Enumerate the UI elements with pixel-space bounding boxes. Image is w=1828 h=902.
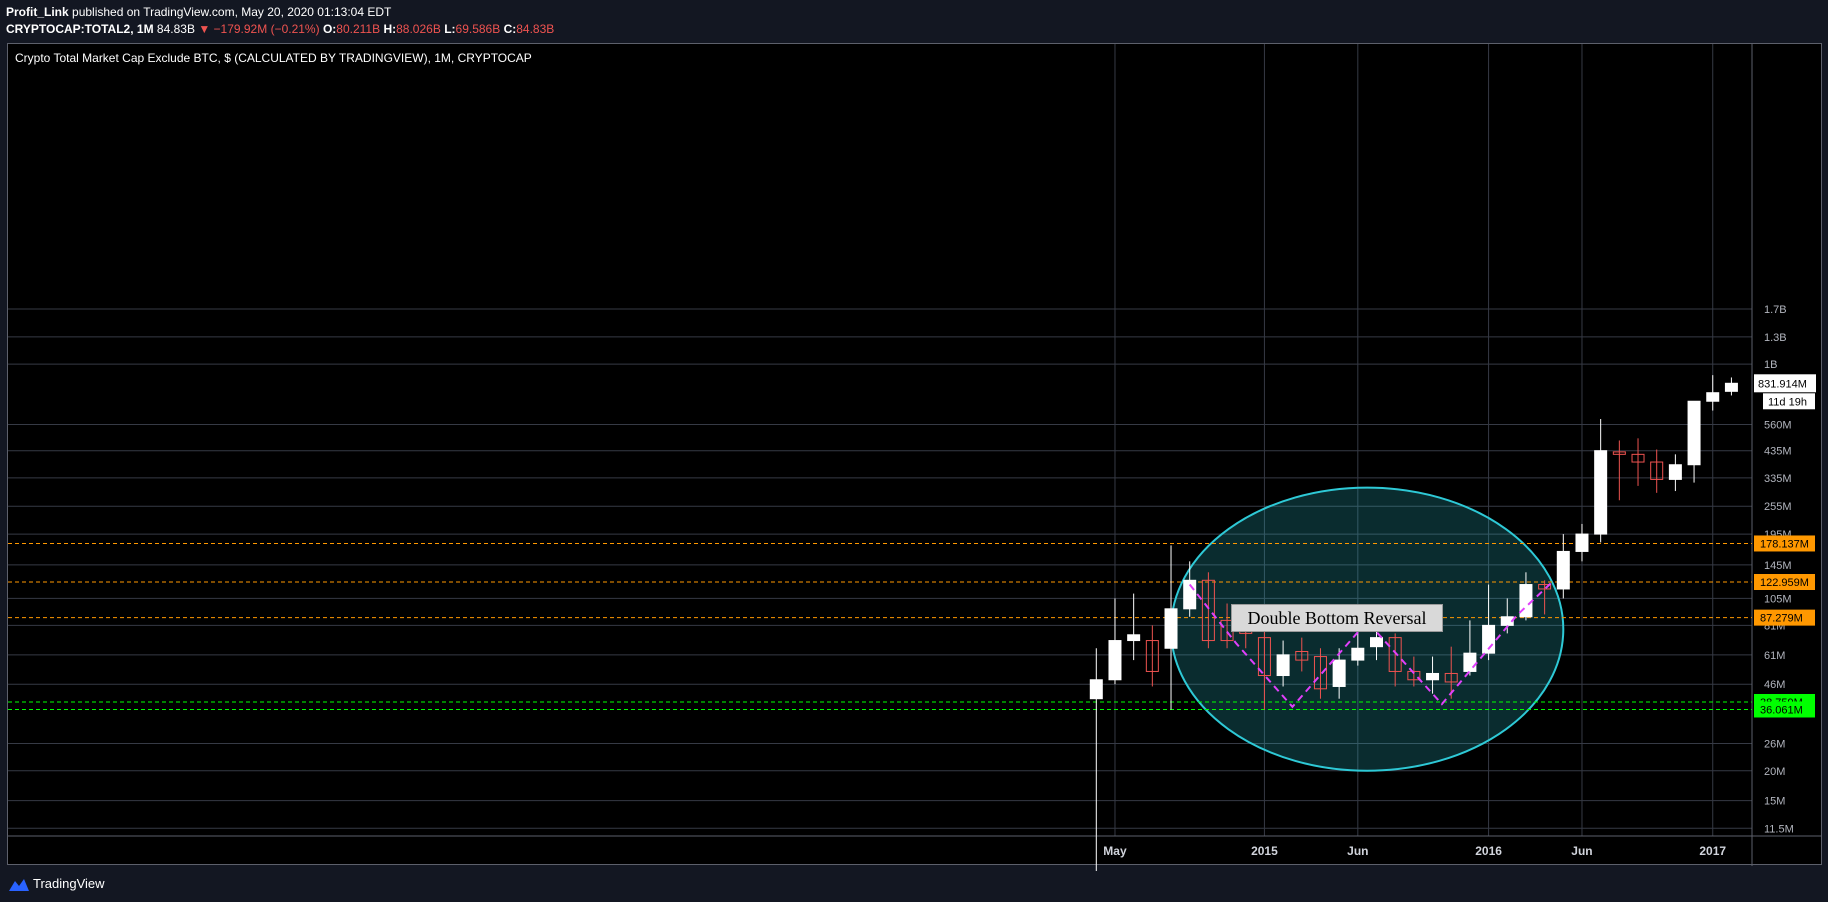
candle-body [1145, 640, 1159, 672]
publish-text: published on TradingView.com, May 20, 20… [72, 5, 392, 19]
level-label: 87.279M [1760, 613, 1803, 625]
candle-body [1295, 651, 1309, 661]
candle-body [1612, 451, 1626, 455]
y-tick-label: 335M [1764, 473, 1792, 485]
close-value: 84.83B [516, 22, 555, 36]
tradingview-logo-icon[interactable] [8, 878, 30, 892]
publish-info: Profit_Link published on TradingView.com… [6, 5, 391, 19]
candle-body [1089, 679, 1103, 700]
x-tick-label: 2015 [1251, 844, 1278, 858]
candle-body [1313, 656, 1327, 690]
y-tick-label: 435M [1764, 446, 1792, 458]
candle-body [1575, 533, 1589, 552]
y-tick-label: 560M [1764, 419, 1792, 431]
candle-body [1650, 461, 1664, 480]
y-tick-label: 15M [1764, 796, 1785, 808]
candle-body [1538, 584, 1552, 590]
price-label: 831.914M [1758, 378, 1807, 390]
candle-body [1463, 652, 1477, 672]
y-tick-label: 1.3B [1764, 332, 1787, 344]
last-price: 84.83B [156, 22, 195, 36]
footer-bar [0, 871, 1828, 902]
candle-body [1668, 464, 1682, 480]
candle-body [1388, 637, 1402, 672]
y-tick-label: 105M [1764, 593, 1792, 605]
y-tick-label: 255M [1764, 501, 1792, 513]
zigzag-line [1188, 579, 1555, 709]
price-label-bg [1754, 374, 1816, 393]
open-label: O: [322, 22, 337, 36]
candle-body [1127, 634, 1141, 642]
price-change: ▼ −179.92M (−0.21%) [198, 22, 320, 36]
candle-body [1594, 450, 1608, 535]
open-value: 80.211B [336, 22, 381, 36]
level-label-bg [1754, 701, 1815, 718]
candle-body [1257, 637, 1271, 677]
x-tick-label: Jun [1347, 844, 1368, 858]
countdown-label: 11d 19h [1768, 396, 1807, 408]
y-tick-label: 1B [1764, 359, 1777, 371]
annotation-label[interactable]: Double Bottom Reversal [1231, 604, 1443, 632]
y-tick-label: 20M [1764, 766, 1785, 778]
header-bar: Profit_Link published on TradingView.com… [0, 0, 1828, 40]
candle-body [1444, 672, 1458, 683]
x-tick-label: Jun [1571, 844, 1592, 858]
candle-body [1687, 400, 1701, 466]
candle-body [1370, 637, 1383, 648]
candle-body [1407, 670, 1421, 681]
high-label: H: [383, 22, 397, 36]
y-tick-label: 1.7B [1764, 304, 1787, 316]
low-value: 69.586B [455, 22, 501, 36]
candle-body [1631, 453, 1645, 463]
candle-body [1351, 647, 1365, 661]
candle-body [1426, 672, 1440, 681]
candle-body [1108, 640, 1122, 681]
close-label: C: [503, 22, 517, 36]
y-tick-label: 145M [1764, 560, 1792, 572]
footer-brand[interactable]: TradingView [33, 876, 105, 891]
x-tick-label: 2016 [1475, 844, 1502, 858]
candle-body [1724, 382, 1738, 392]
symbol-label: CRYPTOCAP:TOTAL2, 1M [6, 22, 154, 36]
chart-area[interactable] [7, 43, 1822, 865]
level-label-bg [1754, 574, 1815, 591]
level-label-bg [1754, 535, 1815, 552]
low-label: L: [444, 22, 456, 36]
level-label: 178.137M [1760, 538, 1809, 550]
y-tick-label: 61M [1764, 650, 1785, 662]
chart-title: Crypto Total Market Cap Exclude BTC, $ (… [15, 51, 532, 65]
candle-body [1556, 550, 1570, 590]
candle-body [1164, 608, 1178, 649]
x-tick-label: 2017 [1699, 844, 1726, 858]
candle-body [1276, 654, 1290, 677]
candle-body [1706, 392, 1720, 402]
y-tick-label: 46M [1764, 679, 1785, 691]
publisher-name[interactable]: Profit_Link [6, 5, 69, 19]
candle-body [1201, 579, 1215, 642]
y-tick-label: 26M [1764, 738, 1785, 750]
candle-body [1332, 659, 1346, 687]
level-label: 36.061M [1760, 704, 1803, 716]
x-tick-label: May [1103, 844, 1127, 858]
countdown-bg [1763, 393, 1815, 410]
ohlc-legend: CRYPTOCAP:TOTAL2, 1M 84.83B ▼ −179.92M (… [6, 22, 554, 36]
level-label: 122.959M [1760, 577, 1809, 589]
y-tick-label: 11.5M [1764, 823, 1794, 835]
high-value: 88.026B [396, 22, 441, 36]
level-label-bg [1754, 609, 1815, 626]
